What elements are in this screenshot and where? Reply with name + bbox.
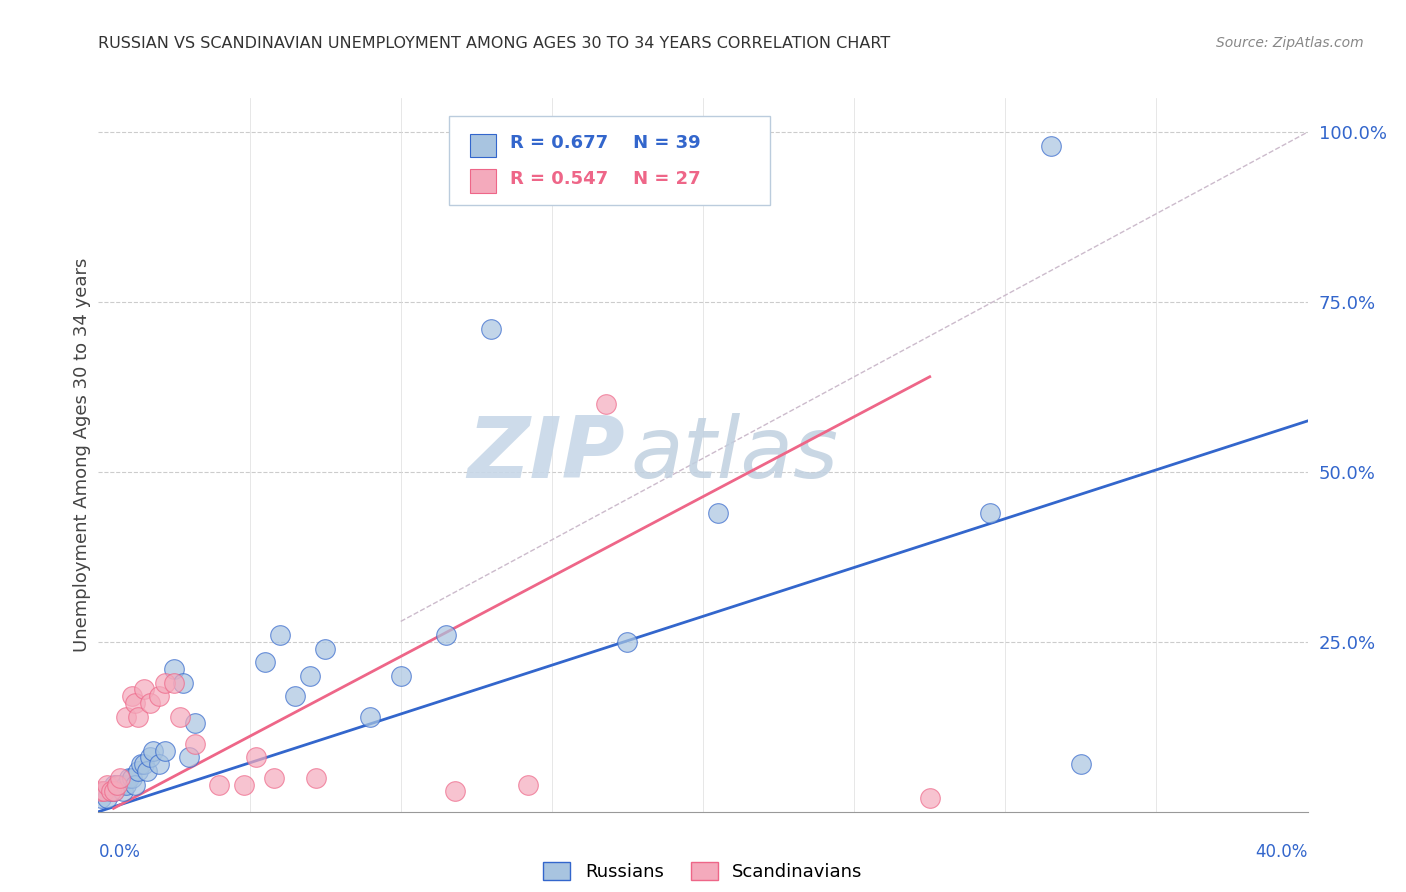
Point <box>103 778 125 792</box>
Point <box>142 743 165 757</box>
Legend: Russians, Scandinavians: Russians, Scandinavians <box>536 855 870 888</box>
Text: R = 0.547    N = 27: R = 0.547 N = 27 <box>509 169 700 187</box>
Point <box>124 696 146 710</box>
Text: RUSSIAN VS SCANDINAVIAN UNEMPLOYMENT AMONG AGES 30 TO 34 YEARS CORRELATION CHART: RUSSIAN VS SCANDINAVIAN UNEMPLOYMENT AMO… <box>98 36 890 51</box>
Text: 40.0%: 40.0% <box>1256 843 1308 861</box>
Point <box>96 791 118 805</box>
Point <box>516 778 538 792</box>
Point <box>169 709 191 723</box>
Point <box>163 675 186 690</box>
Point <box>979 506 1001 520</box>
Point <box>314 641 336 656</box>
Y-axis label: Unemployment Among Ages 30 to 34 years: Unemployment Among Ages 30 to 34 years <box>73 258 91 652</box>
Point <box>135 764 157 778</box>
Point <box>139 696 162 710</box>
Point <box>100 784 122 798</box>
Point <box>305 771 328 785</box>
Point <box>153 743 176 757</box>
Point <box>121 771 143 785</box>
Point <box>232 778 254 792</box>
Text: 0.0%: 0.0% <box>98 843 141 861</box>
Point <box>389 669 412 683</box>
Point <box>121 689 143 703</box>
Point <box>360 709 382 723</box>
Point <box>148 689 170 703</box>
Point <box>139 750 162 764</box>
Point <box>1039 138 1062 153</box>
Point <box>127 709 149 723</box>
FancyBboxPatch shape <box>470 169 496 193</box>
Point <box>108 771 131 785</box>
Point <box>90 784 112 798</box>
Point <box>118 771 141 785</box>
Point <box>1070 757 1092 772</box>
Point <box>284 689 307 703</box>
Point <box>93 784 115 798</box>
Point <box>208 778 231 792</box>
Text: Source: ZipAtlas.com: Source: ZipAtlas.com <box>1216 36 1364 50</box>
Point <box>616 635 638 649</box>
Point <box>444 784 467 798</box>
Point <box>481 322 503 336</box>
Text: R = 0.677    N = 39: R = 0.677 N = 39 <box>509 134 700 152</box>
Point <box>184 716 207 731</box>
Point <box>90 791 112 805</box>
Point <box>132 757 155 772</box>
Point <box>93 784 115 798</box>
Point <box>114 709 136 723</box>
Point <box>129 757 152 772</box>
Point <box>132 682 155 697</box>
Point <box>299 669 322 683</box>
Point <box>918 791 941 805</box>
Point <box>108 778 131 792</box>
FancyBboxPatch shape <box>449 116 769 205</box>
Point <box>100 784 122 798</box>
Point <box>105 778 128 792</box>
Point <box>434 628 457 642</box>
Point <box>127 764 149 778</box>
Text: atlas: atlas <box>630 413 838 497</box>
Point <box>103 784 125 798</box>
Point <box>96 778 118 792</box>
Point <box>707 506 730 520</box>
Point <box>184 737 207 751</box>
Point <box>163 662 186 676</box>
Point <box>172 675 194 690</box>
Point <box>595 397 617 411</box>
Point <box>177 750 201 764</box>
Point <box>148 757 170 772</box>
Point <box>245 750 267 764</box>
Point <box>103 784 125 798</box>
Point <box>111 784 134 798</box>
Text: ZIP: ZIP <box>467 413 624 497</box>
Point <box>269 628 291 642</box>
Point <box>153 675 176 690</box>
FancyBboxPatch shape <box>470 134 496 157</box>
Point <box>105 778 128 792</box>
Point <box>124 778 146 792</box>
Point <box>253 655 276 669</box>
Point <box>114 778 136 792</box>
Point <box>263 771 285 785</box>
